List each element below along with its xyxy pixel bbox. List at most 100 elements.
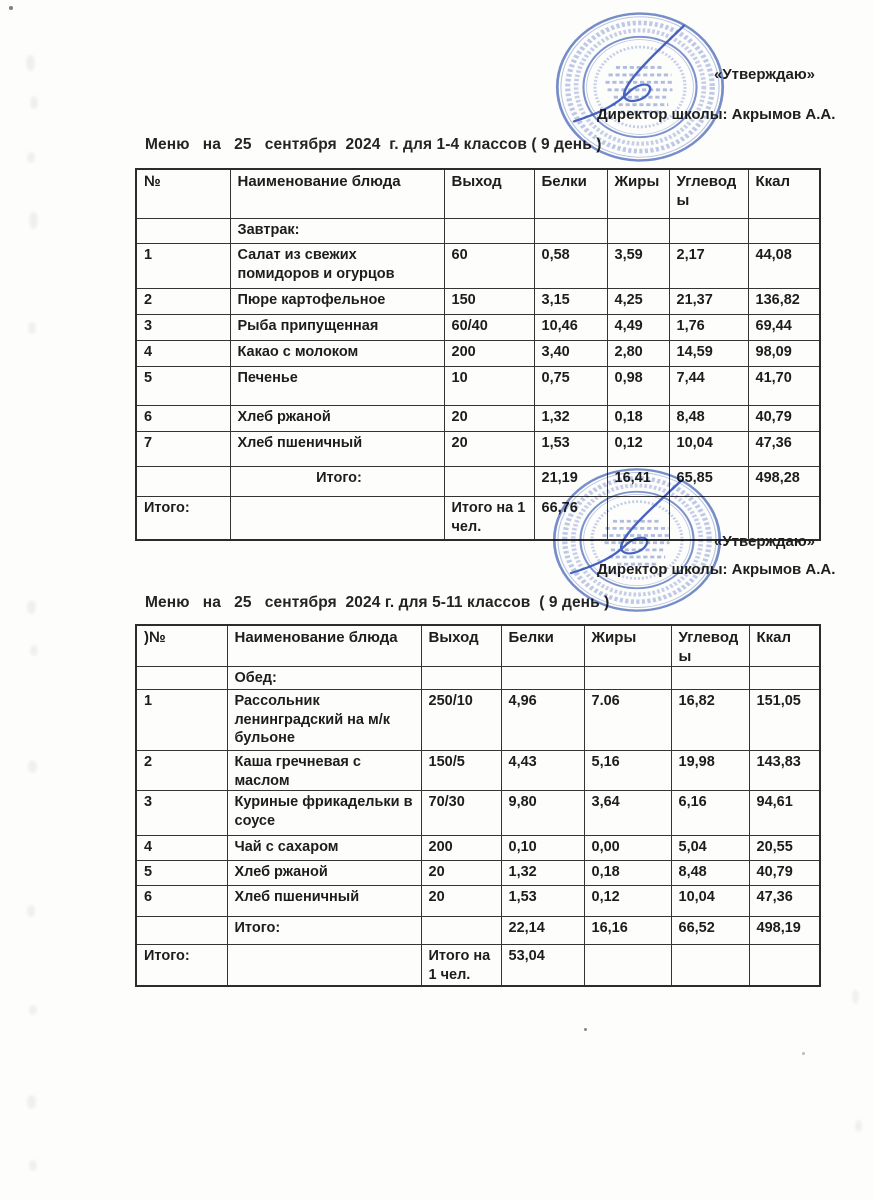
dish-name: Хлеб пшеничный <box>229 431 445 467</box>
dish-row: 1 Рассольник ленинградский на м/к бульоне… <box>135 689 821 752</box>
dish-protein: 0,58 <box>533 243 608 289</box>
empty-cell <box>420 666 502 691</box>
dish-output: 20 <box>443 431 535 467</box>
dish-kcal: 94,61 <box>748 790 821 837</box>
column-header: Выход <box>443 168 535 219</box>
dish-fat: 4,25 <box>606 288 670 315</box>
dish-protein: 0,10 <box>500 835 585 862</box>
dish-kcal: 40,79 <box>748 860 821 887</box>
empty-cell <box>443 466 535 497</box>
approve-label: «Утверждаю» <box>714 66 816 83</box>
totals-label: Итого: <box>226 916 422 946</box>
dish-carbs: 14,59 <box>668 340 749 367</box>
dish-fat: 4,49 <box>606 314 670 341</box>
totals-carbs: 66,52 <box>670 916 750 946</box>
column-header: )№ <box>135 624 228 668</box>
column-header: Выход <box>420 624 502 668</box>
dish-fat: 0,18 <box>583 860 672 887</box>
column-header: Жиры <box>583 624 672 668</box>
dish-row: 1 Салат из свежих помидоров и огурцов 60 0,… <box>135 243 821 289</box>
dish-output: 20 <box>420 860 502 887</box>
dish-name: Рыба припущенная <box>229 314 445 341</box>
totals-fat: 16,41 <box>606 466 670 497</box>
dish-name: Каша гречневая с маслом <box>226 750 422 792</box>
dish-kcal: 98,09 <box>747 340 821 367</box>
dish-fat: 0,00 <box>583 835 672 862</box>
dish-kcal: 41,70 <box>747 366 821 406</box>
dish-number: 5 <box>135 860 228 887</box>
empty-cell <box>670 944 750 987</box>
totals-protein: 21,19 <box>533 466 608 497</box>
dish-name: Какао с молоком <box>229 340 445 367</box>
dish-fat: 3,59 <box>606 243 670 289</box>
dish-row: 5 Хлеб ржаной 20 1,32 0,18 8,48 40,79 <box>135 860 821 887</box>
dish-fat: 5,16 <box>583 750 672 792</box>
empty-cell <box>533 218 608 244</box>
dish-kcal: 47,36 <box>747 431 821 467</box>
per-person-value: 53,04 <box>500 944 585 987</box>
dish-fat: 0,12 <box>583 885 672 918</box>
dish-number: 2 <box>135 288 231 315</box>
empty-cell <box>443 218 535 244</box>
scan-artifact <box>852 990 859 1004</box>
dish-fat: 0,12 <box>606 431 670 467</box>
per-person-note: Итого на 1 чел. <box>443 496 535 541</box>
dish-protein: 4,96 <box>500 689 585 752</box>
menu-title-grades-5-11: Меню на 25 сентября 2024 г. для 5-11 кла… <box>145 594 610 611</box>
scan-artifact <box>28 760 37 773</box>
dish-output: 200 <box>420 835 502 862</box>
scan-artifact <box>855 1120 862 1132</box>
dish-number: 1 <box>135 689 228 752</box>
dish-kcal: 69,44 <box>747 314 821 341</box>
dish-row: 3 Рыба припущенная 60/40 10,46 4,49 1,76 69,44 <box>135 314 821 341</box>
dish-protein: 1,32 <box>533 405 608 432</box>
menu-table-grades-5-11: )№ Наименование блюда Выход Белки Жиры Углево… <box>135 624 821 988</box>
empty-cell <box>606 218 670 244</box>
director-signature-line: Директор школы: Акрымов А.А. <box>597 106 836 123</box>
totals-kcal: 498,28 <box>747 466 821 497</box>
column-header: Наименование блюда <box>226 624 422 668</box>
dish-carbs: 2,17 <box>668 243 749 289</box>
dish-carbs: 1,76 <box>668 314 749 341</box>
dish-output: 70/30 <box>420 790 502 837</box>
column-header: № <box>135 168 231 219</box>
dish-row: 2 Каша гречневая с маслом 150/5 4,43 5,16 19,… <box>135 750 821 792</box>
dish-name: Пюре картофельное <box>229 288 445 315</box>
dish-number: 7 <box>135 431 231 467</box>
dish-number: 3 <box>135 314 231 341</box>
header-row: № Наименование блюда Выход Белки Жиры Углевод… <box>135 168 821 219</box>
dish-name: Хлеб пшеничный <box>226 885 422 918</box>
dish-name: Куриные фрикадельки в соусе <box>226 790 422 837</box>
totals-row: Итого: 21,19 16,41 65,85 498,28 <box>135 466 821 497</box>
empty-cell <box>135 666 228 691</box>
scan-artifact <box>30 645 38 656</box>
column-header: Ккал <box>747 168 821 219</box>
dish-carbs: 8,48 <box>670 860 750 887</box>
scan-artifact <box>27 152 35 163</box>
empty-cell <box>226 944 422 987</box>
dish-fat: 0,18 <box>606 405 670 432</box>
dish-kcal: 20,55 <box>748 835 821 862</box>
dish-row: 6 Хлеб пшеничный 20 1,53 0,12 10,04 47,36 <box>135 885 821 918</box>
dish-number: 2 <box>135 750 228 792</box>
dish-output: 60 <box>443 243 535 289</box>
empty-cell <box>747 218 821 244</box>
dish-fat: 2,80 <box>606 340 670 367</box>
dish-name: Рассольник ленинградский на м/к бульоне <box>226 689 422 752</box>
totals-carbs: 65,85 <box>668 466 749 497</box>
dish-row: 7 Хлеб пшеничный 20 1,53 0,12 10,04 47,36 <box>135 431 821 467</box>
empty-cell <box>229 496 445 541</box>
dish-carbs: 7,44 <box>668 366 749 406</box>
dish-name: Чай с сахаром <box>226 835 422 862</box>
per-person-note: Итого на 1 чел. <box>420 944 502 987</box>
totals-row: Итого: 22,14 16,16 66,52 498,19 <box>135 916 821 946</box>
dish-protein: 1,53 <box>500 885 585 918</box>
meal-section-row: Обед: <box>135 666 821 691</box>
dish-number: 3 <box>135 790 228 837</box>
dish-carbs: 19,98 <box>670 750 750 792</box>
meal-label: Завтрак: <box>229 218 445 244</box>
dish-number: 1 <box>135 243 231 289</box>
scan-artifact <box>584 1028 587 1031</box>
menu-title-grades-1-4: Меню на 25 сентября 2024 г. для 1-4 клас… <box>145 136 602 153</box>
dish-output: 150 <box>443 288 535 315</box>
